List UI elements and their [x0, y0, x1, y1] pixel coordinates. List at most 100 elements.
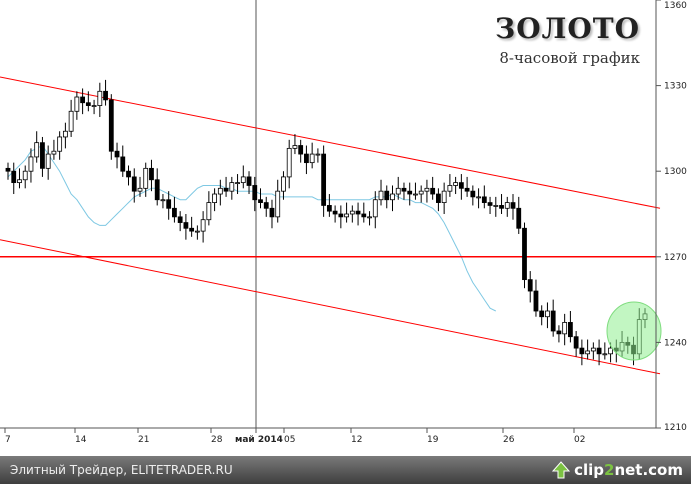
candle-body — [275, 190, 281, 218]
candle-body — [252, 185, 258, 201]
highlight-layer — [606, 301, 662, 361]
candle-body — [590, 347, 596, 352]
candle-body — [229, 182, 235, 192]
candle-body — [177, 216, 183, 223]
candle-body — [424, 187, 430, 192]
candle-body — [332, 210, 338, 215]
candle-body — [585, 350, 591, 355]
candle-body — [126, 170, 131, 178]
candle-body — [430, 187, 436, 195]
candle-body — [34, 142, 40, 158]
y-axis-ticks: 1210 1240 1270 1300 1330 1360 — [656, 0, 687, 433]
candle-body — [573, 336, 579, 349]
x-tick-label: 19 — [427, 435, 439, 445]
channel-upper-line — [0, 76, 661, 209]
candle-body — [80, 96, 86, 104]
brand-logo[interactable]: clip2net.com — [552, 459, 683, 481]
candle-body — [344, 213, 349, 218]
candle-body — [441, 190, 447, 203]
candle-body — [120, 156, 126, 172]
x-tick-label: май 2014 — [235, 435, 283, 445]
x-tick-label: 21 — [138, 435, 149, 445]
brand-part-1: clip — [574, 461, 604, 479]
candle-body — [160, 199, 166, 202]
candle-body — [321, 153, 327, 206]
candle-body — [51, 150, 57, 155]
candle-body — [545, 310, 550, 318]
y-tick-label: 1210 — [664, 423, 687, 433]
moving-average-layer — [7, 144, 497, 312]
candle-body — [476, 196, 481, 199]
candle-body — [74, 96, 80, 112]
moving-average-line — [7, 144, 497, 312]
candle-body — [550, 310, 556, 332]
candle-body — [539, 310, 545, 318]
candle-body — [108, 99, 114, 152]
candle-body — [68, 110, 74, 132]
candle-body — [154, 179, 160, 201]
candle-body — [596, 347, 602, 355]
candle-body — [372, 199, 378, 218]
highlight-circle — [606, 301, 662, 361]
candle-body — [269, 207, 275, 218]
candle-body — [309, 153, 315, 164]
x-tick-label: 28 — [211, 435, 223, 445]
candle-body — [114, 150, 120, 158]
candle-body — [166, 199, 172, 209]
title-block: ЗОЛОТО 8-часовой график — [440, 12, 640, 67]
candle-body — [57, 136, 63, 152]
y-tick-label: 1270 — [664, 253, 687, 263]
candle-body — [45, 153, 51, 169]
candle-body — [292, 145, 298, 149]
y-tick-label: 1330 — [664, 82, 687, 92]
y-tick-label: 1300 — [664, 167, 687, 177]
candle-body — [97, 90, 103, 106]
candle-body — [407, 190, 413, 195]
chart-subtitle: 8-часовой график — [499, 49, 640, 67]
candle-body — [556, 330, 562, 335]
candle-body — [349, 210, 355, 215]
candle-body — [143, 167, 149, 189]
candle-body — [608, 347, 613, 355]
candle-body — [418, 190, 424, 195]
candle-body — [258, 199, 263, 203]
candle-body — [510, 202, 516, 209]
candle-body — [149, 167, 154, 181]
candle-body — [206, 202, 212, 221]
candle-body — [240, 176, 246, 184]
candle-body — [137, 187, 143, 192]
candle-body — [522, 227, 527, 281]
candle-body — [533, 290, 539, 312]
brand-part-3: net.com — [614, 461, 683, 479]
candle-body — [281, 176, 286, 192]
footer-bar: Элитный Трейдер, ELITETRADER.RU clip2net… — [0, 456, 691, 484]
candle-body — [246, 176, 252, 186]
candle-body — [499, 205, 504, 209]
candle-body — [367, 216, 372, 219]
candle-body — [40, 142, 45, 169]
candle-body — [447, 185, 453, 192]
candle-body — [183, 222, 189, 229]
channel-lower-line — [0, 239, 661, 375]
candle-body — [200, 219, 206, 232]
chart-canvas: 1210 1240 1270 1300 1330 1360 7 14 21 28 май 2014… — [0, 0, 687, 445]
candle-body — [189, 227, 195, 232]
candle-body — [17, 179, 22, 184]
candle-body — [464, 187, 470, 192]
upload-arrow-icon — [552, 461, 571, 479]
x-tick-label: 14 — [75, 435, 87, 445]
candle-body — [458, 182, 464, 189]
candles-layer — [5, 79, 648, 366]
footer-credit: Элитный Трейдер, ELITETRADER.RU — [10, 463, 233, 477]
chart-area: 1210 1240 1270 1300 1330 1360 7 14 21 28 май 2014… — [0, 0, 687, 445]
candle-body — [338, 213, 344, 218]
candle-body — [516, 207, 522, 229]
candle-body — [567, 322, 573, 338]
candle-body — [355, 210, 361, 215]
candle-body — [223, 187, 229, 192]
candle-body — [504, 202, 510, 209]
candle-body — [487, 202, 493, 206]
chart-title: ЗОЛОТО — [495, 12, 640, 45]
candle-body — [304, 153, 309, 164]
brand-name: clip2net.com — [574, 461, 683, 479]
